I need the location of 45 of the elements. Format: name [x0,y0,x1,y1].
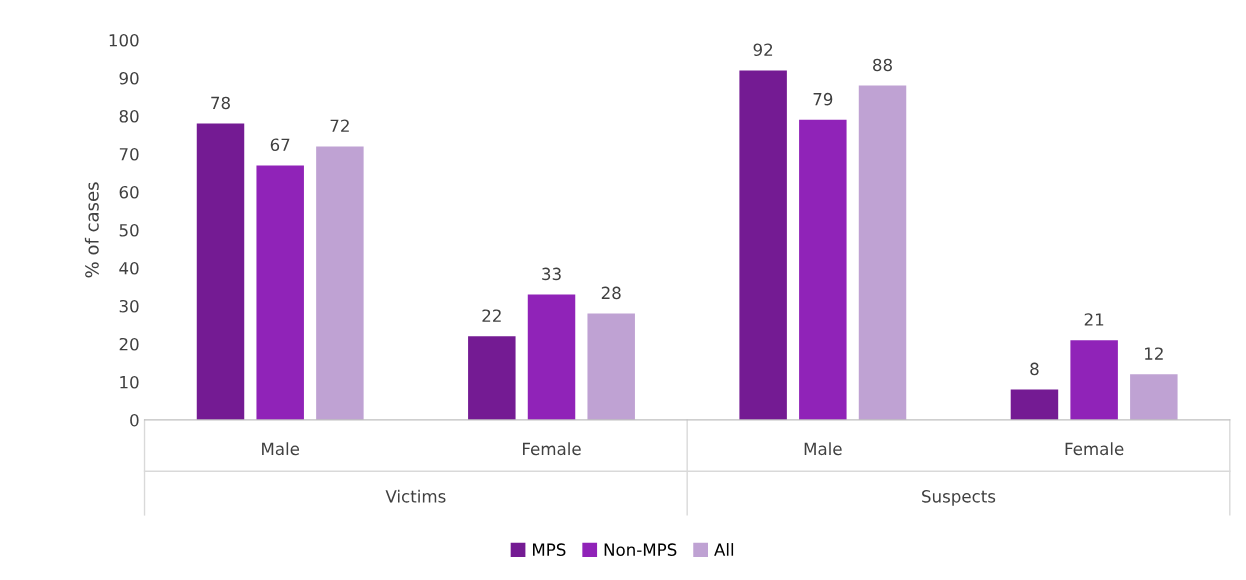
bar [1070,340,1118,420]
data-label: 8 [1030,362,1039,376]
bar [799,119,847,420]
bar [858,85,907,420]
data-label: 12 [1145,347,1163,360]
legend-label: All [714,543,734,556]
data-label: 78 [211,96,230,110]
y-tick-label: 0 [130,413,139,427]
bar [1130,374,1178,420]
data-label: 28 [601,286,621,300]
y-tick-label: 10 [120,375,139,389]
y-axis-title: % of cases [84,182,99,278]
bar [468,336,516,420]
y-tick-label: 70 [119,147,139,161]
y-tick-label: 100 [109,33,139,47]
y-tick-label: 20 [119,337,139,351]
text: Victims [385,489,446,503]
legend-label: MPS [533,543,566,556]
data-label: 79 [813,92,833,106]
data-label: 92 [753,43,773,57]
x-tick-label: Female [1065,442,1124,456]
data-label: 88 [873,58,892,72]
x-tick-label: Male [262,442,300,456]
bar [196,123,245,420]
y-tick-label: 30 [119,299,139,313]
data-label: 67 [270,138,290,152]
y-tick-label: 50 [119,223,139,237]
data-label: 72 [330,119,349,132]
bar [316,146,364,420]
y-tick-label: 60 [119,185,139,199]
bar [739,70,787,420]
bar [527,294,576,420]
y-tick-label: 40 [119,261,139,275]
bar [587,313,635,420]
data-label: 22 [482,309,501,322]
x-tick-label: Male [804,442,842,456]
data-label: 21 [1084,313,1104,326]
bar [1010,389,1059,420]
legend-label: Non-MPS [604,543,677,556]
bar [256,165,304,420]
data-label: 33 [542,267,561,281]
x-tick-label: Female [523,442,581,456]
y-tick-label: 80 [119,109,139,123]
y-tick-label: 90 [119,71,139,85]
text: Suspects [922,490,996,506]
